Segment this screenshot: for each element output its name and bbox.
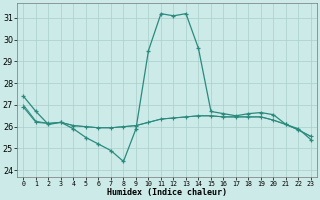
X-axis label: Humidex (Indice chaleur): Humidex (Indice chaleur) (107, 188, 227, 197)
